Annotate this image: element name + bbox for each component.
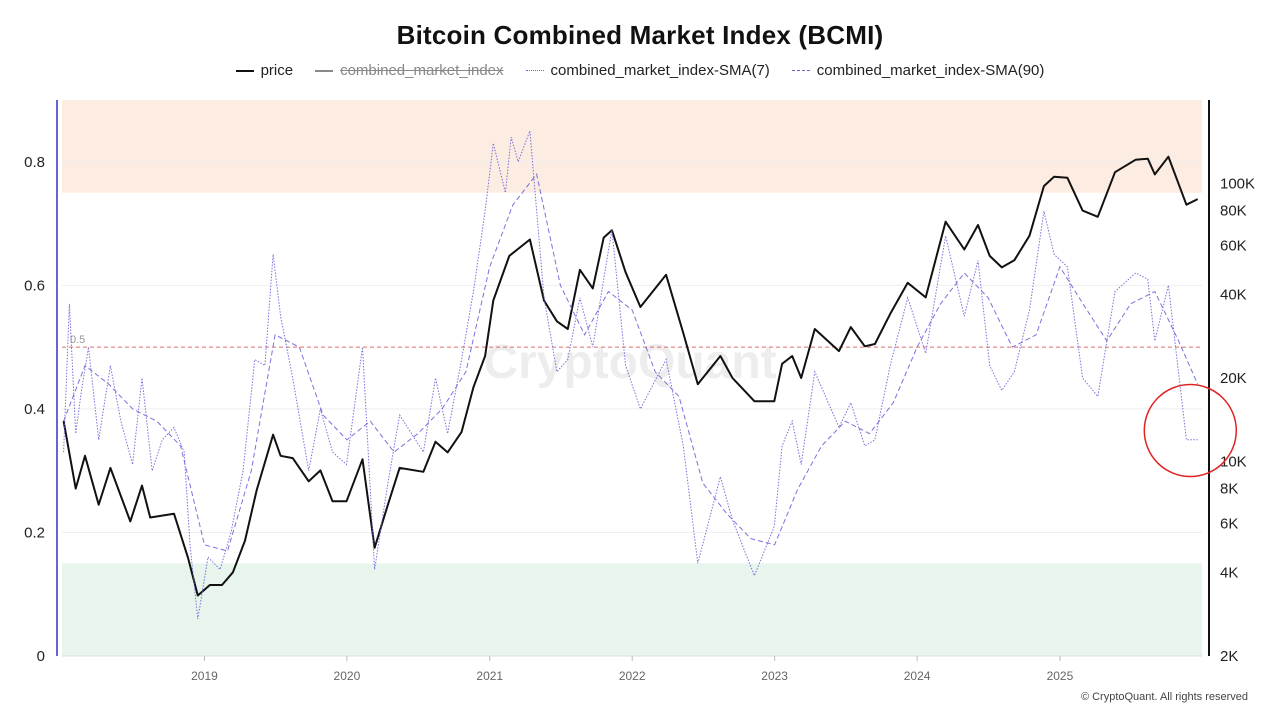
legend-label-sma7: combined_market_index-SMA(7) bbox=[550, 62, 770, 79]
legend-item-price[interactable]: price bbox=[235, 62, 294, 79]
legend-swatch-sma7 bbox=[525, 70, 544, 71]
y-right-tick-label: 4K bbox=[1220, 564, 1238, 581]
chart-title: Bitcoin Combined Market Index (BCMI) bbox=[396, 20, 884, 50]
y-right-tick-label: 60K bbox=[1220, 237, 1247, 254]
y-right-tick-label: 20K bbox=[1220, 370, 1247, 387]
legend-swatch-sma90 bbox=[791, 70, 810, 71]
y-right-tick-label: 40K bbox=[1220, 286, 1247, 303]
y-right-tick-label: 2K bbox=[1220, 648, 1238, 665]
x-tick-label: 2022 bbox=[619, 669, 646, 683]
legend-swatch-price bbox=[235, 69, 254, 72]
threshold-label: 0.5 bbox=[70, 334, 85, 346]
upper-zone-band bbox=[62, 100, 1202, 193]
y-left-tick-label: 0.6 bbox=[24, 277, 45, 294]
legend-label-sma90: combined_market_index-SMA(90) bbox=[816, 62, 1045, 79]
x-tick-label: 2020 bbox=[334, 669, 361, 683]
y-right-tick-label: 80K bbox=[1220, 203, 1247, 220]
legend: price combined_market_index combined_mar… bbox=[0, 62, 1280, 79]
legend-item-sma7[interactable]: combined_market_index-SMA(7) bbox=[525, 62, 770, 79]
x-tick-label: 2025 bbox=[1047, 669, 1074, 683]
lower-zone-band bbox=[62, 563, 1202, 656]
y-left-tick-label: 0.2 bbox=[24, 524, 45, 541]
legend-label-price: price bbox=[260, 62, 294, 79]
y-right-tick-label: 8K bbox=[1220, 481, 1238, 498]
legend-swatch-combined-market-index bbox=[315, 69, 334, 72]
legend-item-combined-market-index[interactable]: combined_market_index bbox=[315, 62, 504, 79]
chart-series bbox=[62, 130, 1199, 619]
y-right-tick-label: 100K bbox=[1220, 176, 1255, 193]
copyright-credit: © CryptoQuant. All rights reserved bbox=[1080, 691, 1248, 703]
chart-annotation bbox=[1143, 383, 1238, 478]
sma90-line bbox=[63, 172, 1199, 552]
x-tick-label: 2019 bbox=[191, 669, 218, 683]
watermark: CryptoQuant bbox=[483, 336, 776, 389]
x-tick-label: 2024 bbox=[904, 669, 931, 683]
x-tick-label: 2021 bbox=[476, 669, 503, 683]
x-tick-label: 2023 bbox=[761, 669, 788, 683]
y-right-tick-label: 6K bbox=[1220, 515, 1238, 532]
chart-axes: 00.20.40.60.82K4K6K8K10K20K40K60K80K100K… bbox=[24, 100, 1255, 683]
threshold-group: 0.5 bbox=[62, 334, 1202, 348]
legend-label-combined-market-index: combined_market_index bbox=[340, 62, 504, 79]
price-line bbox=[62, 155, 1199, 597]
chart-bands bbox=[62, 100, 1202, 656]
highlight-circle bbox=[1143, 383, 1238, 478]
legend-item-sma90[interactable]: combined_market_index-SMA(90) bbox=[791, 62, 1045, 79]
y-left-tick-label: 0.8 bbox=[24, 154, 45, 171]
y-left-tick-label: 0.4 bbox=[24, 401, 45, 418]
y-left-tick-label: 0 bbox=[37, 648, 45, 665]
sma7-line bbox=[63, 130, 1198, 619]
